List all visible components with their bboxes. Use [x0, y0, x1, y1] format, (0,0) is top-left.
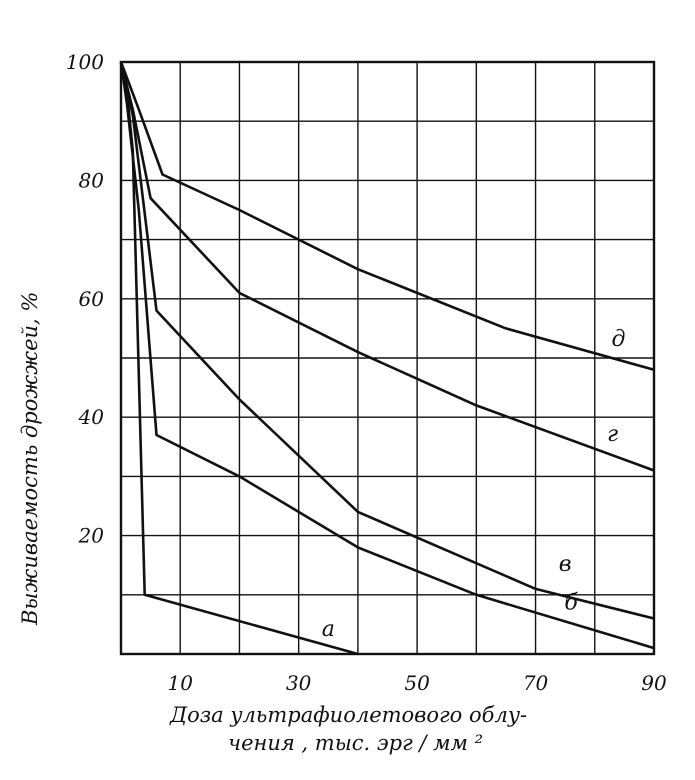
series-line-5: [119, 61, 655, 372]
x-axis-title-line2: чения , тыс. эрг / мм ²: [228, 731, 483, 755]
y-tick-labels: 100 80 60 40 20: [66, 50, 104, 548]
series-label-3: в: [559, 552, 572, 577]
x-tick-label: 50: [404, 671, 430, 695]
x-tick-label: 90: [641, 671, 667, 695]
x-tick-labels: 10 30 50 70 90: [167, 671, 667, 695]
x-tick-label: 10: [167, 671, 193, 695]
series-group: [119, 61, 655, 656]
x-tick-label: 30: [286, 671, 312, 695]
x-tick-label: 70: [523, 671, 549, 695]
y-axis-title: Выживаемость дрожжей, %: [18, 292, 42, 626]
series-label-2: б: [564, 591, 578, 616]
y-tick-label: 60: [79, 287, 105, 311]
y-tick-label: 20: [78, 524, 105, 548]
x-axis-title-line1: Доза ультрафиолетового облу-: [169, 703, 527, 727]
series-line-2: [119, 61, 655, 650]
plot-frame: [119, 60, 656, 656]
series-label-1: а: [322, 617, 335, 642]
y-tick-label: 80: [79, 168, 105, 192]
y-tick-label: 100: [66, 50, 104, 74]
grid: [121, 62, 654, 654]
series-label-4: г: [607, 422, 618, 447]
series-line-4: [119, 61, 655, 472]
y-tick-label: 40: [78, 405, 105, 429]
series-labels: а бв г д: [322, 327, 626, 642]
series-label-5: д: [611, 327, 625, 352]
